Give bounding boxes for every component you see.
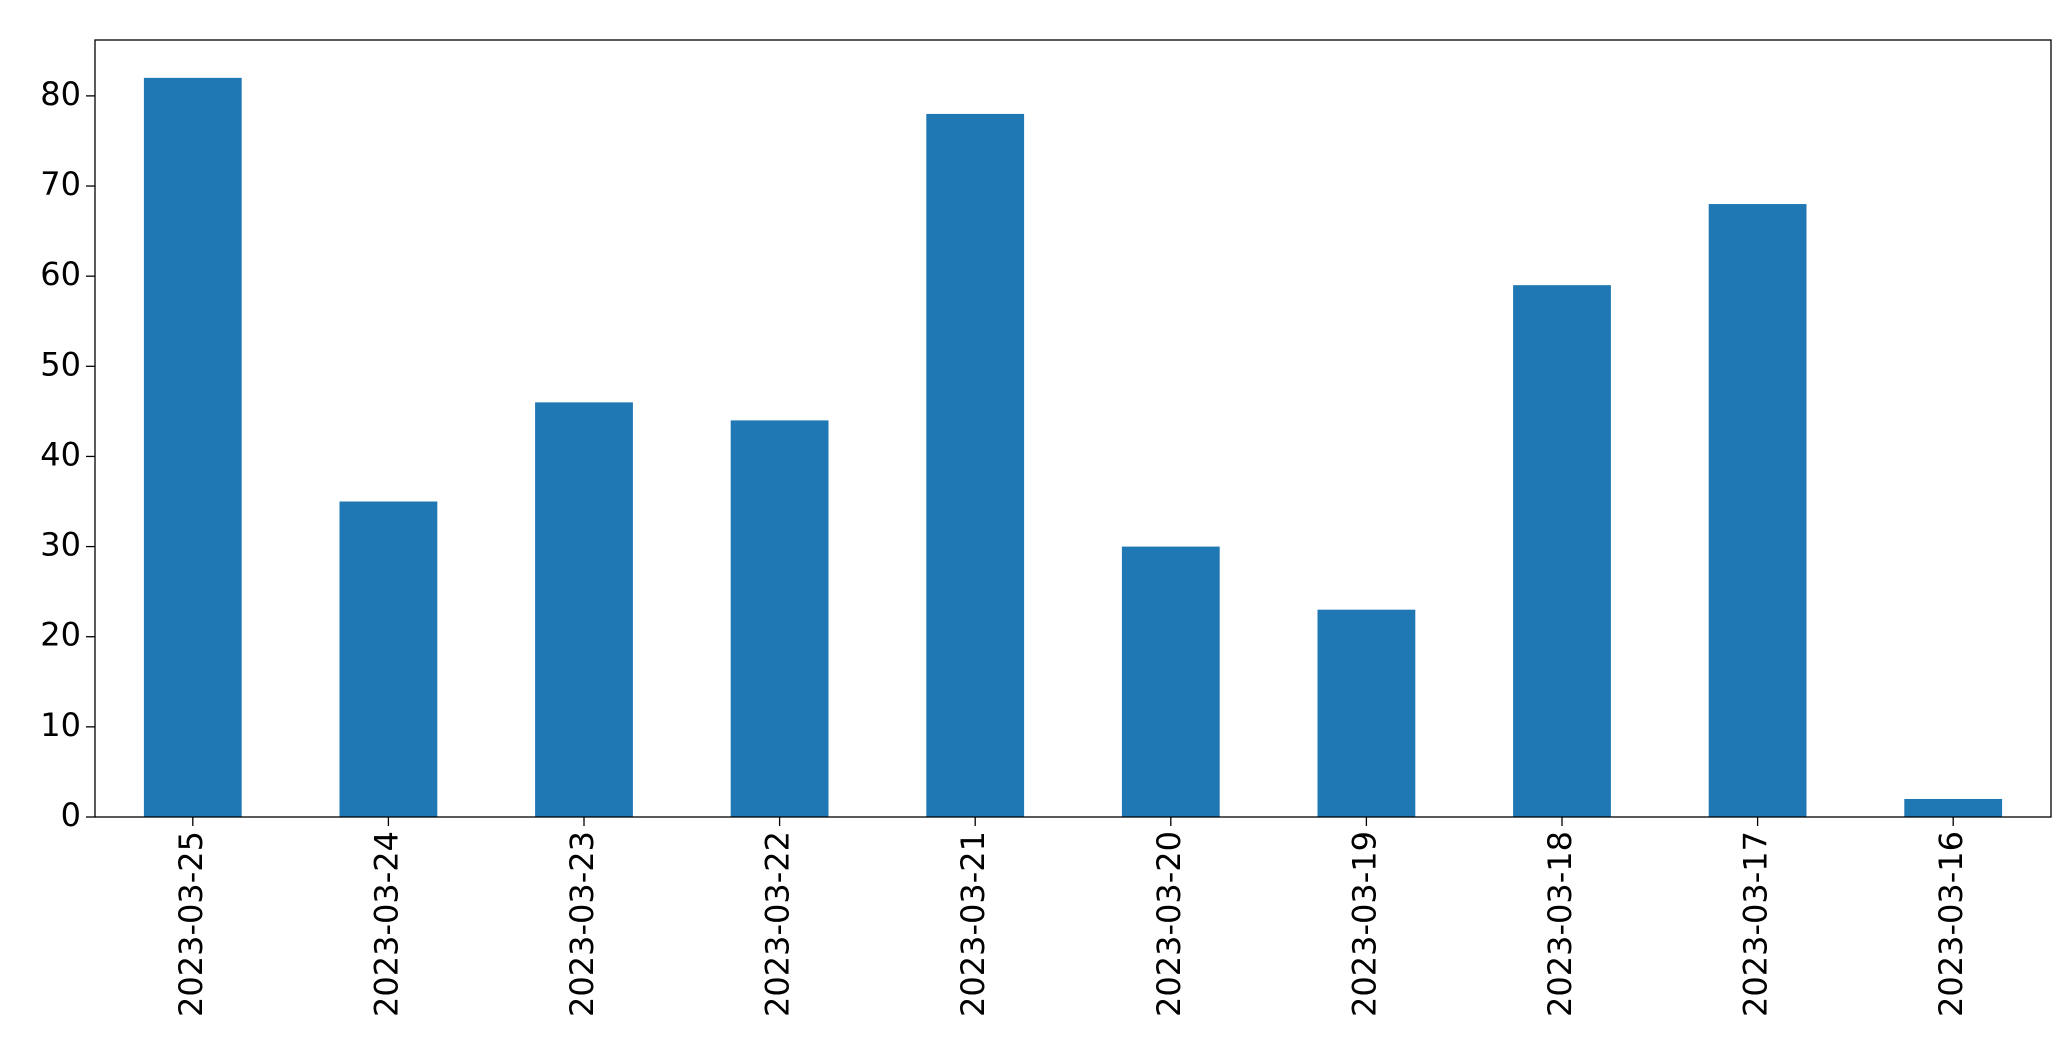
y-tick-label: 70 [40, 165, 81, 203]
bar [535, 402, 633, 817]
plot-frame [94, 39, 2052, 818]
y-tick-label: 30 [40, 526, 81, 564]
bar [1121, 546, 1220, 817]
x-tick-label: 2023-03-23 [563, 831, 601, 1017]
bar [1708, 204, 1807, 818]
x-tick-label: 2023-03-22 [759, 831, 797, 1017]
y-tick-label: 20 [40, 616, 81, 654]
y-tick-label: 10 [40, 706, 81, 744]
x-tick-label: 2023-03-18 [1541, 831, 1579, 1017]
x-tick-label: 2023-03-24 [367, 831, 405, 1017]
bar [1904, 798, 2003, 817]
x-tick-label: 2023-03-20 [1150, 831, 1188, 1017]
y-tick-label: 0 [61, 796, 81, 834]
bar [339, 501, 438, 817]
bar [926, 113, 1025, 817]
bar [1513, 285, 1611, 817]
bar [730, 420, 829, 817]
x-tick-label: 2023-03-25 [172, 831, 210, 1017]
y-tick-label: 50 [40, 345, 81, 383]
x-tick-label: 2023-03-17 [1737, 831, 1775, 1017]
bar [143, 77, 242, 818]
x-tick-label: 2023-03-16 [1932, 831, 1970, 1017]
x-tick-label: 2023-03-19 [1345, 831, 1383, 1017]
x-tick-label: 2023-03-21 [954, 831, 992, 1017]
bar [1317, 609, 1416, 817]
y-tick-label: 40 [40, 435, 81, 473]
y-tick-label: 60 [40, 255, 81, 293]
y-tick-label: 80 [40, 75, 81, 113]
